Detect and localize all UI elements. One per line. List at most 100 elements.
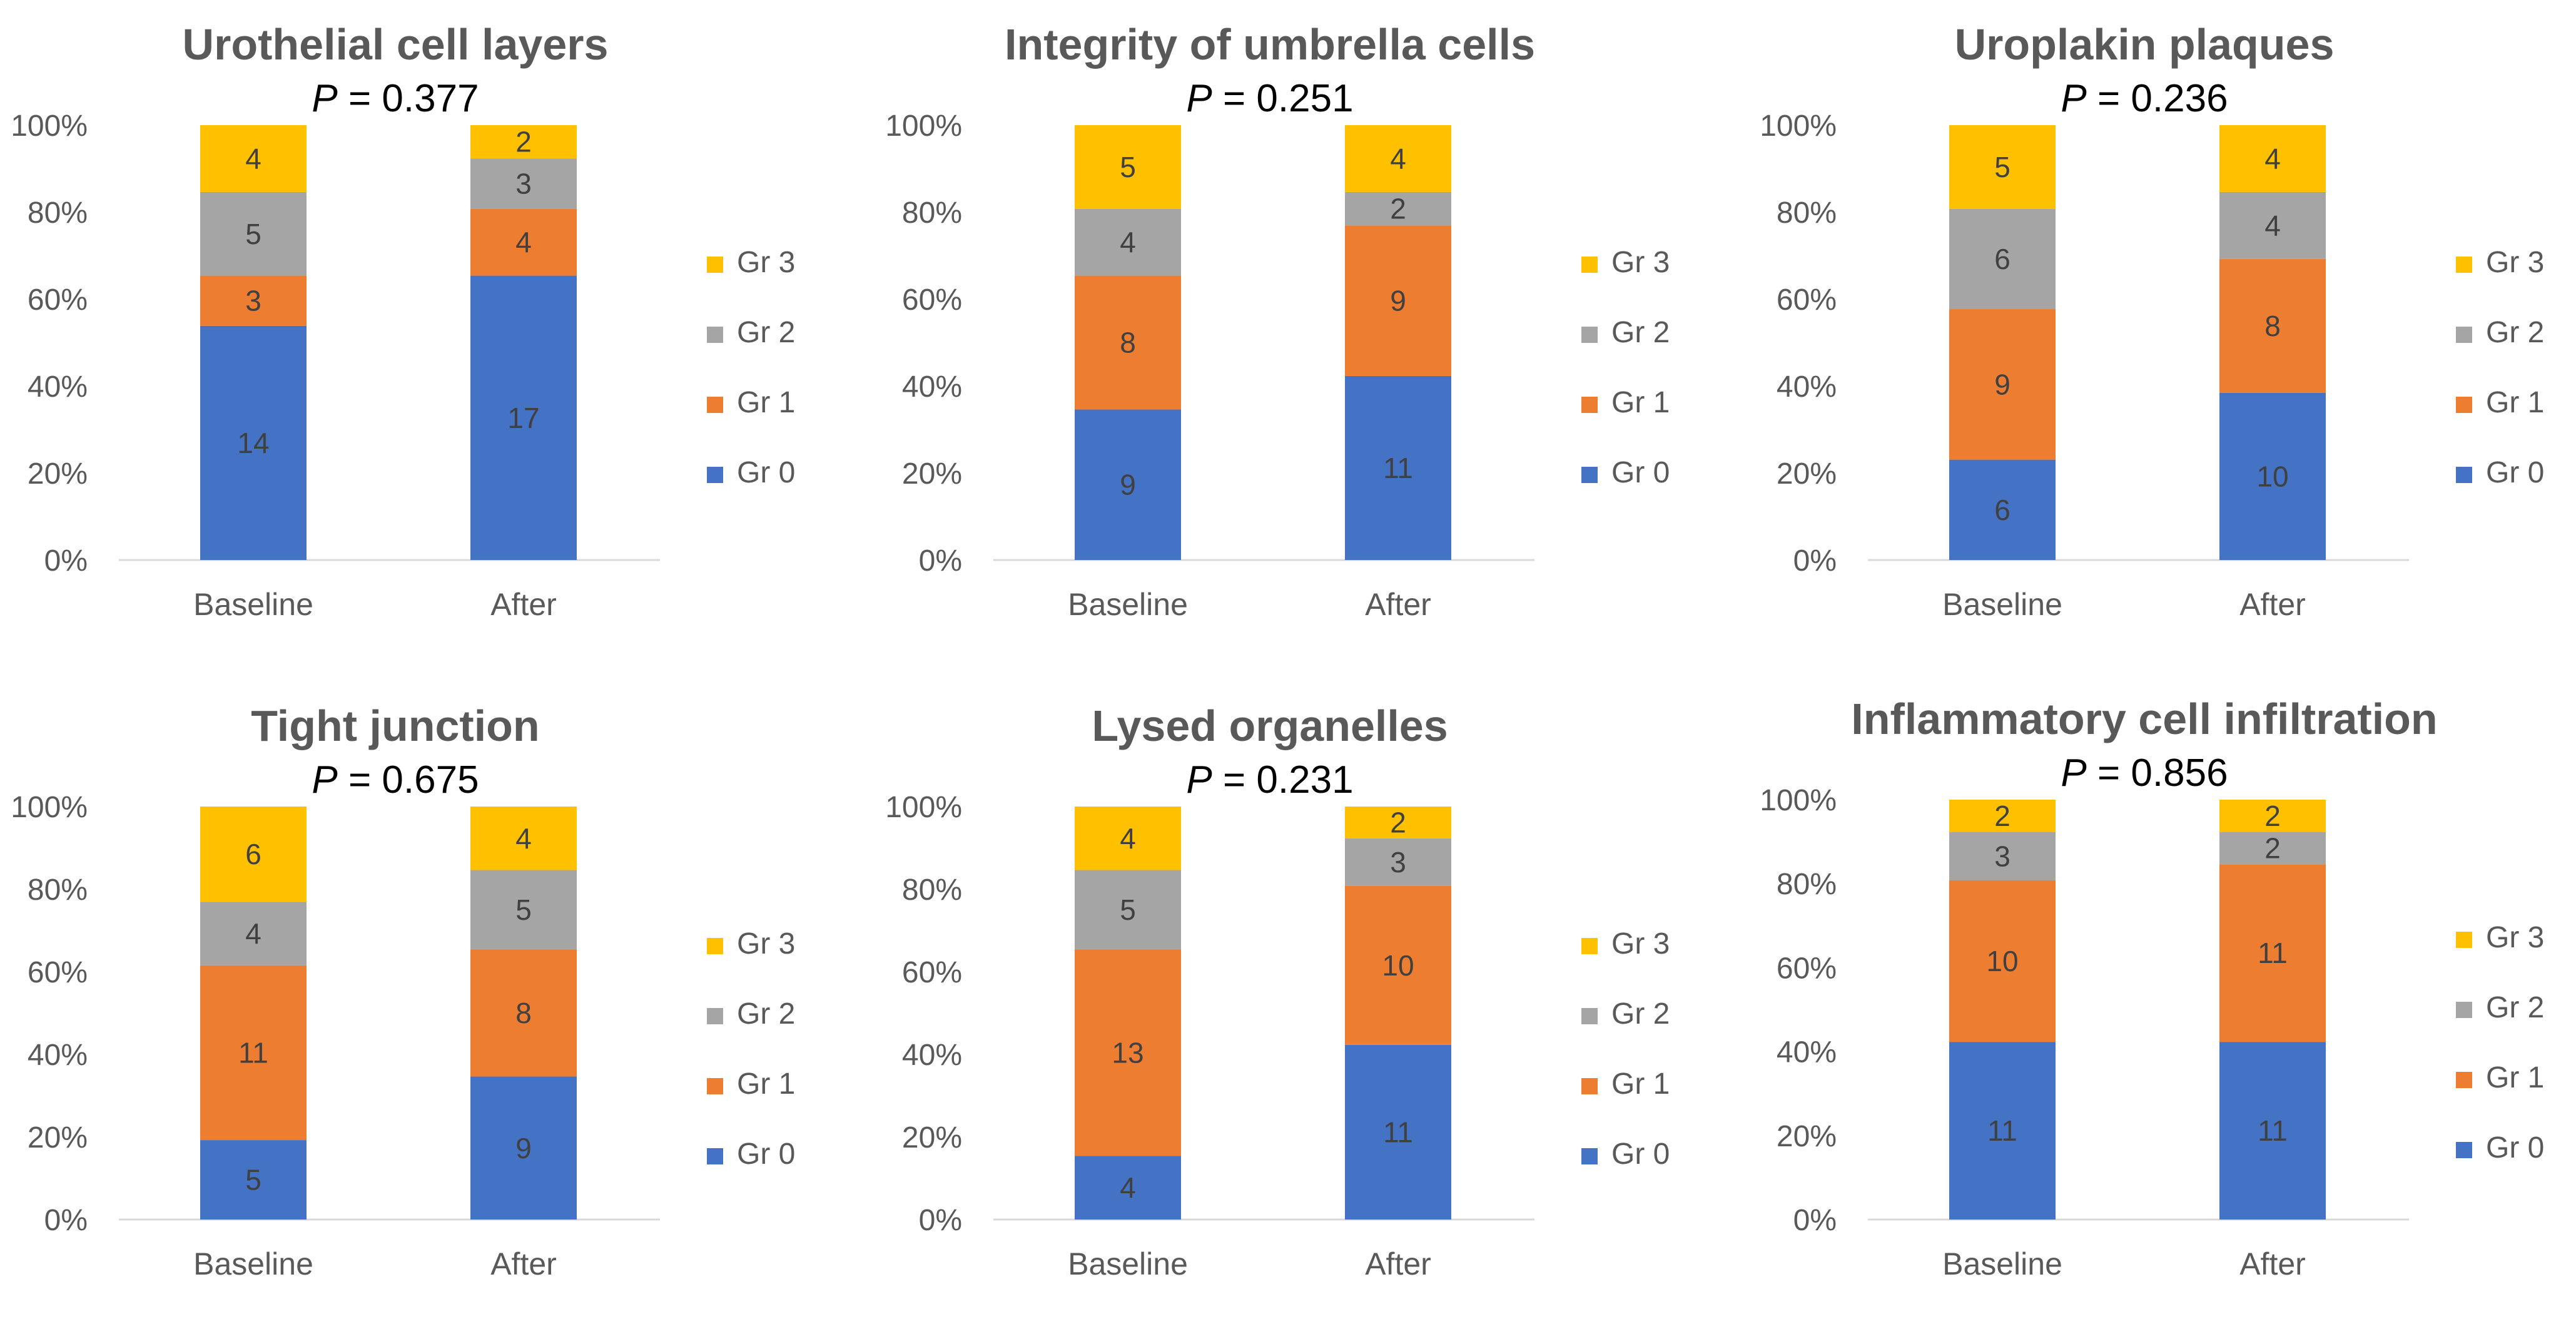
bar-segment-baseline-gr-3 [1949,125,2056,209]
legend-label: Gr 3 [1611,246,1670,279]
y-tick-label: 80% [1777,868,1837,901]
y-tick-label: 40% [28,1039,88,1072]
legend-swatch-gr-1 [1581,397,1598,413]
data-label: 11 [2258,1114,2288,1147]
legend-swatch-gr-3 [1581,257,1598,273]
bar-segment-after-gr-1 [1345,885,1451,1045]
p-value-label: P = 0.251 [1186,77,1353,120]
legend-swatch-gr-1 [2456,397,2472,413]
x-category-label: After [490,1246,557,1281]
y-tick-label: 0% [44,544,88,578]
bar-segment-baseline-gr-0 [1075,409,1181,560]
legend-swatch-gr-1 [707,397,723,413]
chart-panel-tight-junction: Tight junction P = 0.675 0% 20% 40% 60% 80% 100… [0,660,858,1319]
legend-swatch-gr-0 [707,467,723,483]
y-tick-label: 40% [1777,370,1837,404]
legend-swatch-gr-2 [707,1008,723,1024]
bar-segment-baseline-gr-0 [1075,1156,1181,1220]
data-label: 5 [1120,151,1136,183]
data-label: 6 [1994,243,2011,275]
legend-swatch-gr-3 [1581,938,1598,954]
bar-segment-baseline-gr-3 [1949,800,2056,832]
data-label: 11 [1987,1114,2017,1147]
bar-segment-after-gr-3 [2219,125,2326,192]
x-category-label: Baseline [193,1246,313,1281]
y-tick-label: 0% [1793,544,1837,578]
x-category-label: Baseline [193,587,313,622]
x-category-label: After [490,587,557,622]
legend-label: Gr 0 [2486,456,2544,489]
legend-label: Gr 3 [2486,246,2544,279]
bar-segment-after-gr-2 [2219,191,2326,259]
legend-label: Gr 0 [1611,1138,1670,1171]
data-label: 4 [2264,142,2281,175]
data-label: 3 [1390,846,1406,878]
y-tick-label: 100% [11,791,88,824]
y-tick-label: 40% [1777,1036,1837,1069]
y-tick-label: 80% [1777,196,1837,230]
legend-label: Gr 1 [2486,1061,2544,1094]
data-label: 10 [2256,460,2288,492]
legend-label: Gr 2 [1611,997,1670,1031]
legend-label: Gr 0 [737,456,795,489]
legend-label: Gr 2 [2486,316,2544,349]
data-label: 3 [245,285,261,317]
chart-panel-uroplakin-plaques: Uroplakin plaques P = 0.236 0% 20% 40% 60% 80%… [1749,0,2576,660]
bar-segment-after-gr-1 [2219,864,2326,1042]
bar-segment-baseline-gr-1 [1949,880,2056,1042]
legend-swatch-gr-2 [1581,1008,1598,1024]
chart-title: Tight junction [251,701,539,750]
bar-segment-baseline-gr-3 [200,125,307,192]
chart-svg: Lysed organelles P = 0.231 0% 20% 40% 60% 80% 1… [885,701,1670,1281]
legend-label: Gr 3 [737,927,795,960]
data-label: 9 [1120,469,1136,501]
y-tick-label: 0% [44,1204,88,1237]
y-tick-label: 40% [28,370,88,404]
legend-swatch-gr-3 [707,938,723,954]
chart-panel-integrity-of-umbrella-cells: Integrity of umbrella cells P = 0.251 0% 20… [875,0,1733,660]
data-label: 6 [1994,494,2011,526]
y-tick-label: 0% [919,544,962,578]
legend-swatch-gr-0 [2456,467,2472,483]
y-tick-label: 60% [902,283,962,317]
legend-label: Gr 3 [737,246,795,279]
data-label: 9 [1994,368,2011,400]
legend-swatch-gr-2 [2456,327,2472,343]
y-tick-label: 20% [28,1121,88,1154]
data-label: 13 [1112,1036,1143,1069]
x-category-label: Baseline [1068,1246,1188,1281]
legend-swatch-gr-0 [2456,1142,2472,1158]
legend-label: Gr 2 [1611,316,1670,349]
legend-label: Gr 0 [2486,1131,2544,1164]
bar-segment-baseline-gr-0 [1949,459,2056,560]
data-label: 9 [1390,285,1406,317]
data-label: 2 [2264,832,2281,864]
chart-svg: Inflammatory cell infiltration P = 0.856 0… [1760,695,2544,1281]
y-tick-label: 100% [1760,784,1837,817]
p-value-label: P = 0.675 [312,758,479,802]
y-tick-label: 60% [1777,952,1837,985]
x-category-label: After [2239,587,2306,622]
data-label: 2 [2264,800,2281,832]
y-tick-label: 80% [902,196,962,230]
legend-swatch-gr-1 [707,1078,723,1094]
y-tick-label: 60% [902,956,962,989]
bar-segment-baseline-gr-3 [200,807,307,902]
y-tick-label: 100% [1760,109,1837,143]
bar-segment-baseline-gr-1 [200,275,307,326]
bar-segment-after-gr-3 [1345,125,1451,192]
data-label: 2 [1994,800,2011,832]
data-label: 5 [1994,151,2011,183]
data-label: 4 [245,917,261,950]
bar-segment-after-gr-0 [2219,392,2326,560]
data-label: 2 [1390,193,1406,225]
y-tick-label: 0% [919,1204,962,1237]
chart-svg: Integrity of umbrella cells P = 0.251 0% 20… [885,20,1670,622]
data-label: 8 [2264,310,2281,342]
x-category-label: Baseline [1942,1246,2062,1281]
bar-segment-after-gr-2 [470,870,577,950]
data-label: 11 [2258,937,2288,969]
legend-swatch-gr-3 [2456,257,2472,273]
data-label: 5 [245,218,261,250]
y-tick-label: 80% [28,196,88,230]
